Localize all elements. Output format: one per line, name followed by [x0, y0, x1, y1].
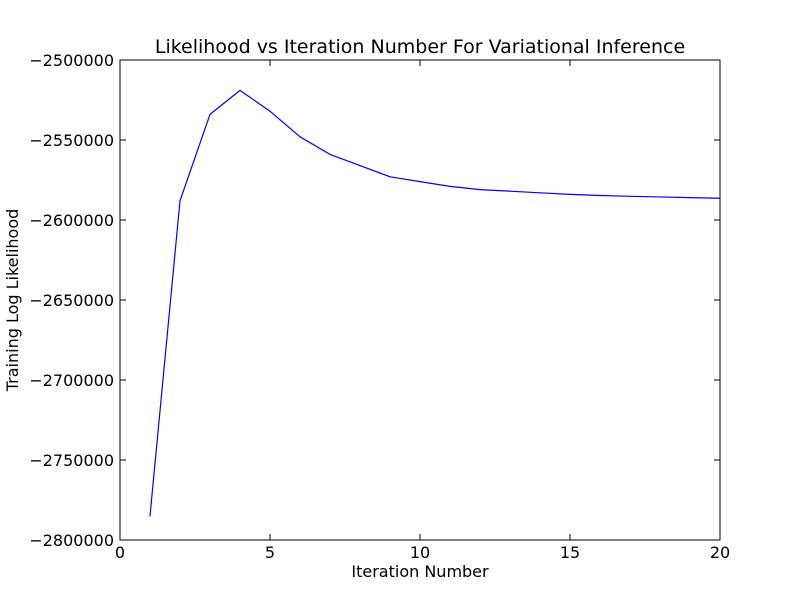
y-tick-label: −2750000 — [29, 451, 114, 470]
series-point — [539, 192, 541, 194]
series-point — [239, 89, 241, 91]
x-tick-label: 0 — [115, 543, 125, 562]
series-point — [269, 110, 271, 112]
series-point — [209, 113, 211, 115]
y-tick-label: −2600000 — [29, 211, 114, 230]
series-point — [419, 181, 421, 183]
series-point — [449, 185, 451, 187]
x-axis-label: Iteration Number — [351, 562, 489, 581]
series-point — [299, 136, 301, 138]
plot-frame — [119, 59, 721, 541]
series-point — [509, 190, 511, 192]
series-line — [149, 89, 721, 517]
series-point — [359, 165, 361, 167]
series-point — [689, 197, 691, 199]
y-tick-label: −2500000 — [29, 51, 114, 70]
series-point — [179, 200, 181, 202]
x-tick-label: 10 — [410, 543, 430, 562]
series-point — [389, 176, 391, 178]
series-point — [629, 195, 631, 197]
series-point — [149, 515, 151, 517]
series-point — [659, 196, 661, 198]
y-tick-label: −2700000 — [29, 371, 114, 390]
series-point — [599, 194, 601, 197]
y-tick-label: −2550000 — [29, 131, 114, 150]
plot-area — [120, 60, 720, 540]
x-tick-label: 5 — [265, 543, 275, 562]
y-tick-label: −2800000 — [29, 531, 114, 550]
series-point — [569, 193, 571, 195]
series-point — [329, 153, 331, 155]
x-tick-label: 20 — [710, 543, 730, 562]
chart-title: Likelihood vs Iteration Number For Varia… — [155, 36, 685, 58]
y-tick-label: −2650000 — [29, 291, 114, 310]
x-tick-label: 15 — [560, 543, 580, 562]
y-axis-label: Training Log Likelihood — [3, 209, 22, 393]
y-axis-ticks: −2500000 −2550000 −2600000 −2650000 −2700000… — [29, 51, 720, 550]
series-point — [479, 189, 481, 191]
